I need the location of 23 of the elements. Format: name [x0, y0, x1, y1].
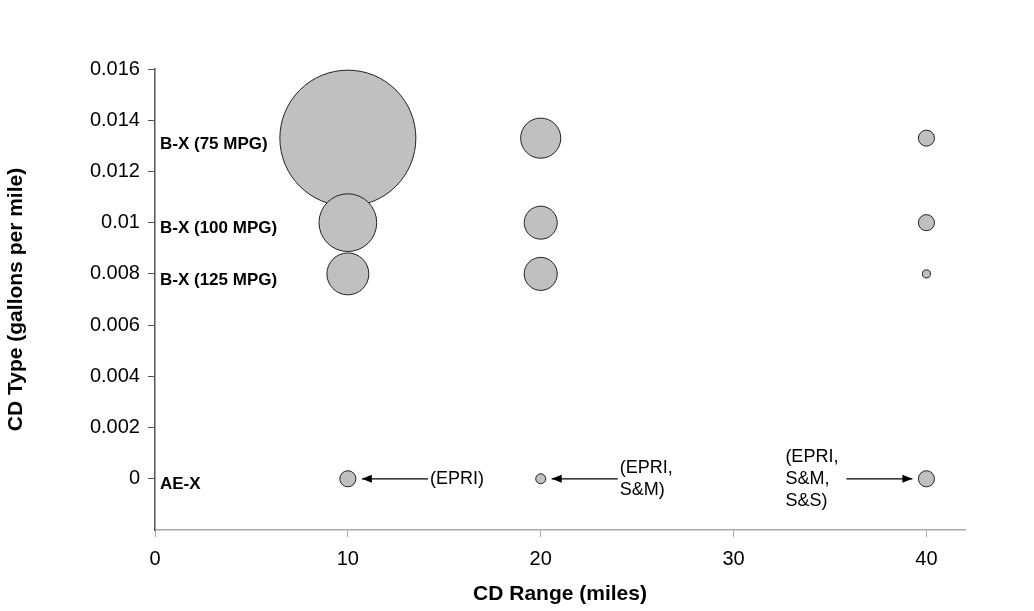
annotation: (EPRI, S&M): [619, 456, 673, 499]
y-tick-label: 0.012: [89, 158, 140, 181]
y-tick-label: 0: [128, 466, 140, 489]
annotation: (EPRI): [429, 467, 484, 488]
y-tick-label: 0.01: [101, 210, 140, 233]
x-tick-label: 10: [336, 546, 359, 569]
x-tick-label: 20: [529, 546, 552, 569]
x-tick-label: 40: [915, 546, 938, 569]
y-tick-label: 0.008: [89, 261, 140, 284]
y-tick-label: 0.004: [89, 363, 140, 386]
annotation: (EPRI, S&M, S&S): [785, 445, 839, 510]
annotation: B-X (100 MPG): [160, 218, 278, 238]
x-tick-label: 0: [149, 546, 161, 569]
y-tick-label: 0.006: [89, 312, 140, 335]
annotation: AE-X: [160, 474, 202, 494]
annotation: B-X (125 MPG): [160, 269, 278, 289]
y-axis-title: CD Type (gallons per mile): [3, 167, 27, 432]
annotation: B-X (75 MPG): [160, 133, 268, 153]
x-tick-label: 30: [722, 546, 745, 569]
y-tick-label: 0.002: [89, 415, 140, 438]
y-tick-label: 0.016: [89, 56, 140, 79]
x-axis-title: CD Range (miles): [473, 581, 647, 605]
y-tick-label: 0.014: [89, 107, 140, 130]
